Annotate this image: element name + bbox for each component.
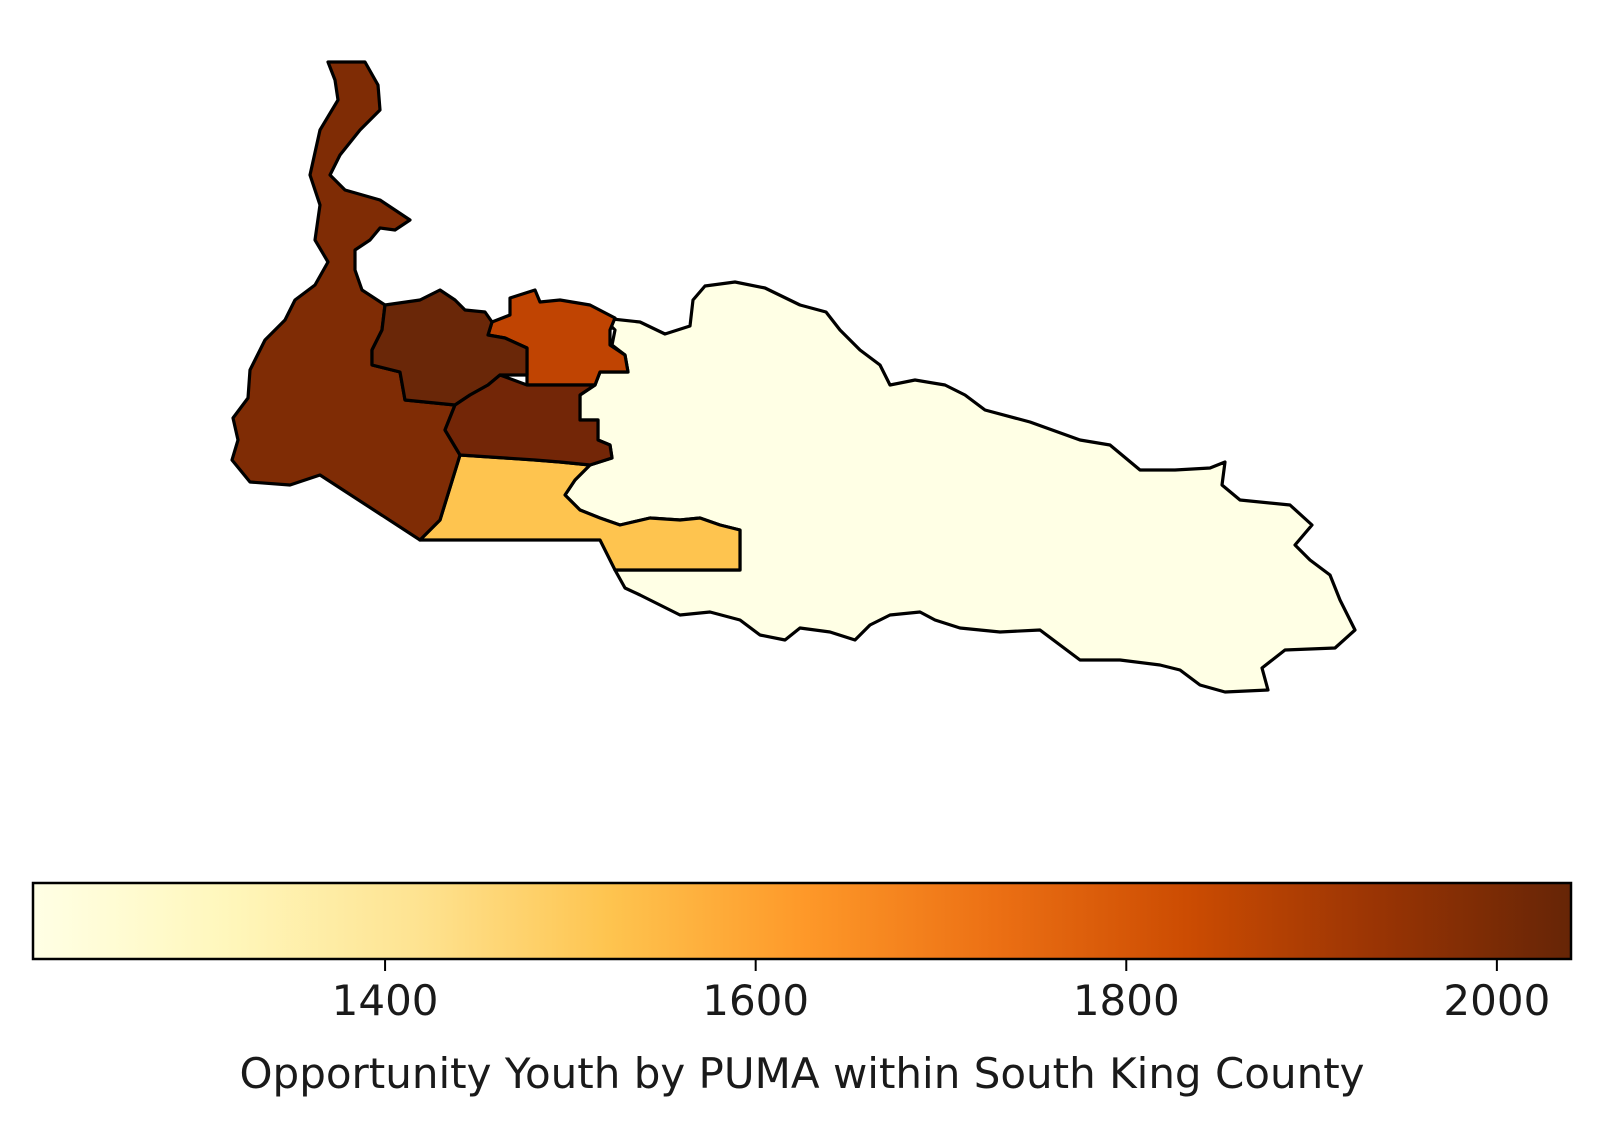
colorbar-tick-label: 1800 bbox=[1073, 976, 1180, 1025]
colorbar-label: Opportunity Youth by PUMA within South K… bbox=[239, 1049, 1364, 1098]
region-central bbox=[443, 373, 614, 467]
region-northwest-central bbox=[370, 288, 529, 407]
colorbar-tick-label: 1400 bbox=[332, 976, 439, 1025]
colorbar: 1400 1600 1800 2000 Opportunity Youth by PU… bbox=[31, 881, 1573, 1098]
colorbar-gradient bbox=[31, 881, 1573, 961]
region-south-central bbox=[418, 453, 742, 572]
colorbar-tick-label: 1600 bbox=[702, 976, 809, 1025]
region-east bbox=[563, 280, 1357, 694]
map-regions bbox=[230, 60, 1357, 694]
colorbar-ticks: 1400 1600 1800 2000 bbox=[332, 959, 1550, 1025]
colorbar-tick-label: 2000 bbox=[1443, 976, 1550, 1025]
